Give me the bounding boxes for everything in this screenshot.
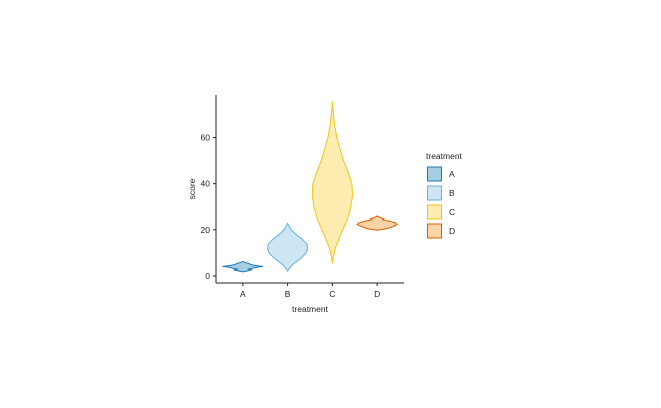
legend-label-d: D [449,226,455,236]
legend-key-a [427,166,442,182]
legend-key-d [427,223,442,239]
x-axis-ticks: A B C D [240,283,380,299]
legend-key-c [427,204,442,220]
legend-label-b: B [449,188,455,198]
x-axis-title: treatment [292,304,329,314]
y-axis-title: score [187,178,197,199]
legend-title: treatment [426,151,463,161]
violin-b [266,222,309,272]
x-tick-label: D [374,289,380,299]
legend-key-b [427,185,442,201]
violin-layer [222,101,398,273]
x-tick-label: B [285,289,291,299]
y-tick-label: 0 [205,271,210,281]
y-tick-label: 20 [201,225,211,235]
legend-label-c: C [449,207,455,217]
violin-a [222,260,264,273]
violin-d [356,215,398,231]
violin-c [311,101,354,264]
x-tick-label: A [240,289,246,299]
y-tick-label: 40 [201,179,211,189]
y-axis-ticks: 0 20 40 60 [201,133,216,281]
y-tick-label: 60 [201,133,211,143]
x-tick-label: C [329,289,335,299]
legend-label-a: A [449,169,455,179]
